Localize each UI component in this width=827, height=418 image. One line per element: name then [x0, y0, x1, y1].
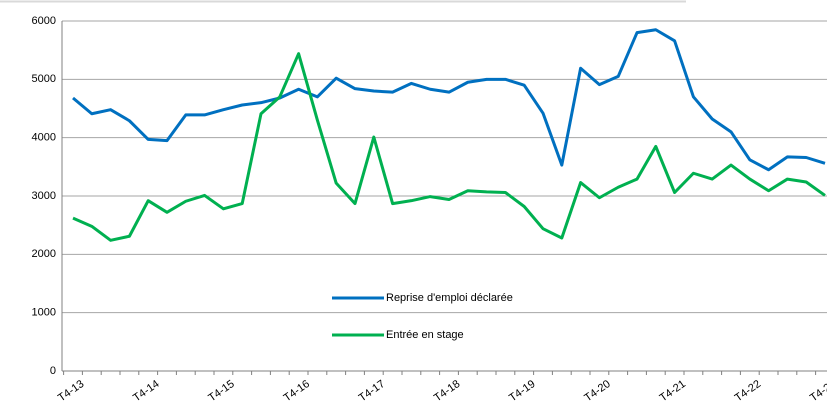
y-tick-label: 5000: [32, 73, 56, 85]
x-tick-label: T4-22: [733, 378, 763, 404]
x-tick-label: T4-14: [131, 378, 161, 404]
y-tick-label: 2000: [32, 248, 56, 260]
x-tick-label: T4-23: [808, 378, 827, 404]
legend-label: Entrée en stage: [386, 329, 464, 341]
x-tick-label: T4-21: [658, 378, 688, 404]
y-tick-label: 3000: [32, 190, 56, 202]
y-tick-label: 1000: [32, 307, 56, 319]
y-tick-label: 4000: [32, 132, 56, 144]
series-line: [72, 52, 826, 242]
legend-label: Reprise d'emploi déclarée: [386, 292, 513, 304]
y-tick-label: 6000: [32, 15, 56, 27]
x-tick-label: T4-17: [357, 378, 387, 404]
x-tick-label: T4-18: [432, 378, 462, 404]
x-tick-label: T4-15: [206, 378, 236, 404]
y-tick-label: 0: [50, 365, 56, 377]
x-tick-label: T4-20: [582, 378, 612, 404]
x-tick-label: T4-16: [282, 378, 312, 404]
series-line: [72, 28, 826, 172]
x-tick-label: T4-19: [507, 378, 537, 404]
x-tick-label: T4-13: [56, 378, 86, 404]
